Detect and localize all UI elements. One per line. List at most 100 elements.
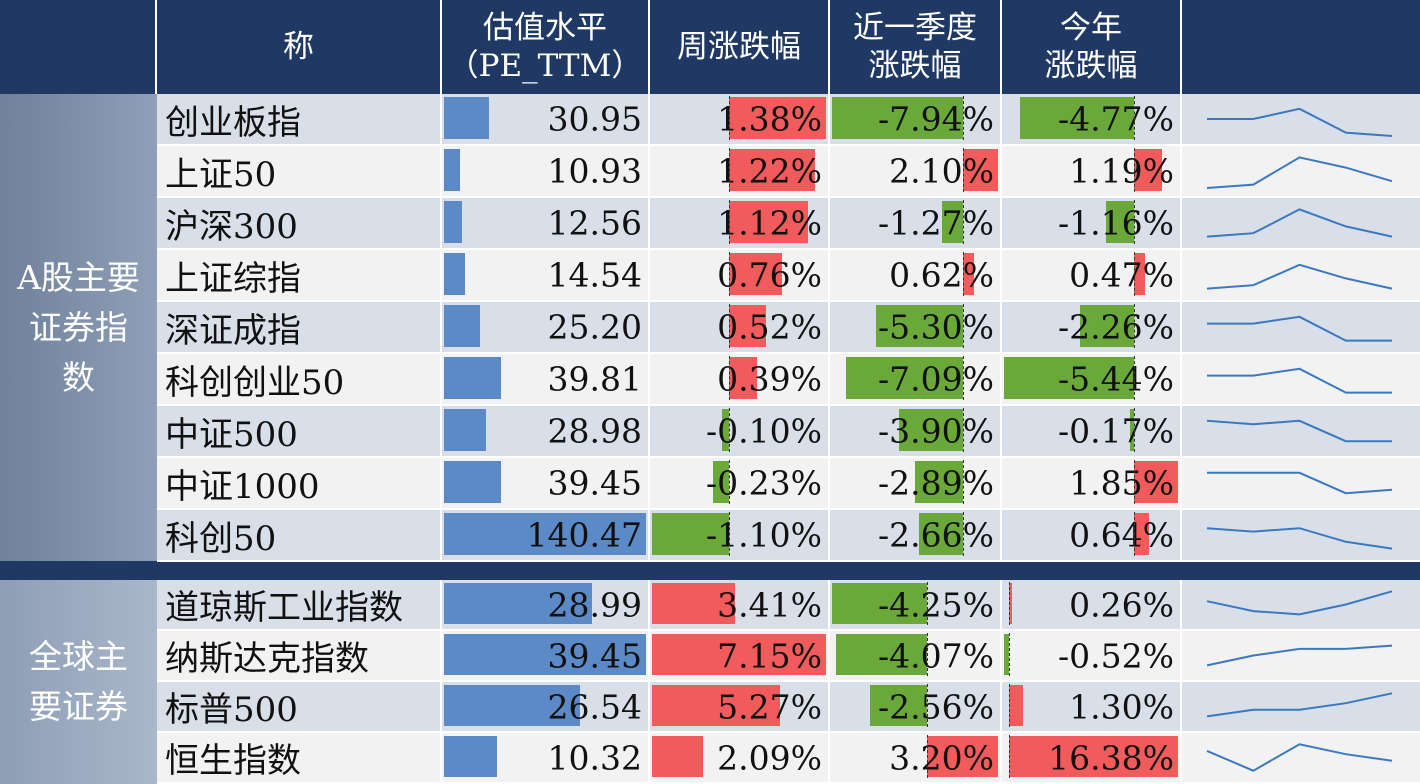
q-zero-axis — [963, 408, 965, 452]
q-change-bar — [898, 409, 964, 451]
ytd-zero-axis — [1133, 148, 1135, 192]
q-zero-axis — [963, 512, 965, 556]
week-change-cell: -1.10% — [650, 510, 830, 562]
pe-bar — [444, 149, 460, 191]
q-change-value: -4.25% — [878, 585, 994, 624]
ytd-change-bar — [1129, 409, 1134, 451]
table-row: 创业板指 30.95 1.38% -7.94% -4.77% — [157, 94, 1420, 146]
header-quarter-line1: 近一季度 — [853, 10, 977, 46]
q-change-bar — [963, 253, 974, 295]
q-change-value: 0.62% — [889, 255, 994, 295]
trend-sparkline — [1182, 510, 1420, 562]
q-change-value: -7.09% — [878, 359, 994, 399]
index-name: 上证50 — [157, 146, 442, 198]
header-pe-line2: （PE_TTM） — [447, 48, 643, 84]
ytd-change-value: -2.26% — [1058, 307, 1174, 347]
table-row: 上证50 10.93 1.22% 2.10% 1.19% — [157, 146, 1420, 198]
sparkline-svg — [1206, 590, 1393, 616]
week-change-value: -0.10% — [706, 411, 822, 451]
pe-bar — [444, 583, 593, 624]
ytd-zero-axis — [1133, 96, 1135, 140]
pe-bar — [444, 461, 501, 503]
ytd-zero-axis — [1133, 408, 1135, 452]
q-zero-axis — [963, 356, 965, 400]
week-change-value: 1.38% — [717, 99, 822, 139]
pe-cell: 39.45 — [442, 458, 650, 510]
q-change-cell: -2.89% — [830, 458, 1002, 510]
pe-bar — [444, 305, 481, 347]
index-name: 恒生指数 — [157, 733, 442, 784]
q-zero-axis — [963, 252, 965, 296]
group-b-line1: 全球主 — [29, 637, 128, 676]
trend-sparkline — [1182, 580, 1420, 631]
pe-cell: 10.93 — [442, 146, 650, 198]
ytd-zero-axis — [1133, 304, 1135, 348]
ytd-change-bar — [1019, 97, 1134, 139]
week-change-bar — [729, 357, 757, 399]
sparkline-svg — [1207, 471, 1393, 495]
index-name: 创业板指 — [157, 94, 442, 146]
ytd-change-cell: -0.52% — [1002, 631, 1182, 682]
q-zero-axis — [963, 304, 965, 348]
header-blank-cell — [0, 0, 157, 94]
pe-cell: 140.47 — [442, 510, 650, 562]
trend-sparkline — [1182, 302, 1420, 354]
header-pe: 估值水平 （PE_TTM） — [442, 0, 650, 94]
q-change-bar — [832, 583, 927, 624]
pe-bar — [444, 357, 502, 399]
q-change-bar — [846, 357, 964, 399]
week-change-bar — [729, 305, 766, 347]
q-change-value: -2.56% — [878, 687, 994, 726]
trend-sparkline — [1182, 250, 1420, 302]
ytd-zero-axis — [1133, 356, 1135, 400]
pe-value: 10.32 — [547, 738, 642, 777]
trend-sparkline — [1182, 733, 1420, 784]
sparkline-path — [1206, 263, 1393, 290]
week-zero-axis — [729, 148, 731, 192]
pe-value: 12.56 — [547, 203, 642, 243]
week-change-cell: 1.12% — [650, 198, 830, 250]
index-name: 中证1000 — [157, 458, 442, 510]
week-change-bar — [652, 513, 730, 555]
week-change-bar — [722, 409, 730, 451]
ytd-change-value: -5.44% — [1058, 359, 1174, 399]
q-change-value: 2.10% — [889, 151, 994, 191]
ytd-zero-axis — [1009, 582, 1011, 625]
pe-value: 25.20 — [547, 307, 642, 347]
ytd-change-cell: 16.38% — [1002, 733, 1182, 784]
table-row: 标普500 26.54 5.27% -2.56% 1.30% — [157, 682, 1420, 733]
trend-sparkline — [1182, 682, 1420, 733]
week-change-cell: 1.22% — [650, 146, 830, 198]
ytd-zero-axis — [1009, 633, 1011, 676]
pe-value: 39.45 — [547, 463, 642, 503]
q-zero-axis — [963, 148, 965, 192]
q-change-bar — [875, 305, 964, 347]
q-zero-axis — [963, 96, 965, 140]
ytd-change-value: 0.26% — [1069, 585, 1174, 624]
q-zero-axis — [963, 460, 965, 504]
ytd-change-cell: 1.30% — [1002, 682, 1182, 733]
sparkline-path — [1206, 692, 1393, 718]
ytd-change-cell: 0.64% — [1002, 510, 1182, 562]
week-change-cell: 1.38% — [650, 94, 830, 146]
index-name: 上证综指 — [157, 250, 442, 302]
pe-value: 30.95 — [547, 99, 642, 139]
ytd-change-bar — [1133, 461, 1178, 503]
header-ytd-change: 今年 涨跌幅 — [1002, 0, 1182, 94]
ytd-change-bar — [1133, 513, 1150, 555]
sparkline-path — [1207, 471, 1393, 495]
week-zero-axis — [729, 96, 731, 140]
pe-value: 28.99 — [547, 585, 642, 624]
week-change-bar — [652, 685, 781, 726]
q-change-bar — [836, 634, 927, 675]
ytd-change-bar — [1079, 305, 1134, 347]
ytd-zero-axis — [1133, 512, 1135, 556]
q-change-value: -4.07% — [878, 636, 994, 675]
header-ytd-line1: 今年 — [1060, 10, 1122, 46]
sparkline-path — [1206, 208, 1393, 238]
week-zero-axis — [729, 460, 731, 504]
ytd-zero-axis — [1133, 252, 1135, 296]
week-change-cell: 0.39% — [650, 354, 830, 406]
sparkline-svg — [1206, 263, 1393, 290]
sparkline-svg — [1206, 644, 1393, 667]
